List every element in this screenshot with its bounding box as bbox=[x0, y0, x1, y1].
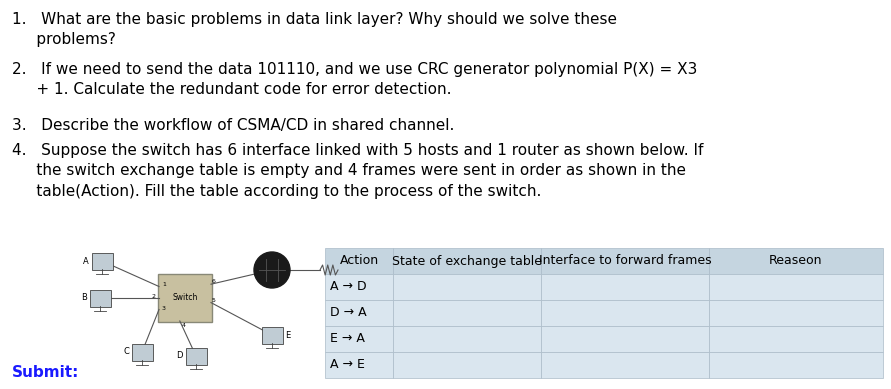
Text: C: C bbox=[123, 347, 129, 356]
Text: E: E bbox=[285, 331, 290, 340]
FancyBboxPatch shape bbox=[185, 347, 207, 364]
Text: 2.   If we need to send the data 101110, and we use CRC generator polynomial P(X: 2. If we need to send the data 101110, a… bbox=[12, 62, 698, 97]
Text: 2: 2 bbox=[151, 294, 155, 299]
Text: A → D: A → D bbox=[330, 280, 366, 293]
Bar bbox=[541, 352, 709, 378]
Bar bbox=[393, 274, 541, 300]
Bar bbox=[541, 248, 709, 274]
Text: B: B bbox=[81, 293, 87, 303]
Bar bbox=[541, 300, 709, 326]
Bar bbox=[709, 274, 883, 300]
Bar bbox=[709, 248, 883, 274]
Text: 6: 6 bbox=[212, 279, 216, 284]
Bar bbox=[541, 274, 709, 300]
Circle shape bbox=[254, 252, 290, 288]
Bar bbox=[325, 326, 393, 352]
FancyBboxPatch shape bbox=[89, 289, 110, 307]
Text: 4.   Suppose the switch has 6 interface linked with 5 hosts and 1 router as show: 4. Suppose the switch has 6 interface li… bbox=[12, 143, 703, 199]
FancyBboxPatch shape bbox=[261, 326, 282, 343]
Text: D: D bbox=[176, 352, 183, 361]
Bar bbox=[393, 352, 541, 378]
Text: Action: Action bbox=[339, 254, 379, 268]
FancyBboxPatch shape bbox=[158, 274, 212, 322]
Text: 1: 1 bbox=[162, 282, 166, 287]
Text: E → A: E → A bbox=[330, 333, 365, 345]
Text: 1.   What are the basic problems in data link layer? Why should we solve these
 : 1. What are the basic problems in data l… bbox=[12, 12, 617, 47]
Text: 4: 4 bbox=[182, 323, 186, 328]
Text: D → A: D → A bbox=[330, 307, 366, 319]
Bar bbox=[393, 300, 541, 326]
Bar bbox=[393, 248, 541, 274]
Bar bbox=[709, 300, 883, 326]
Text: Interface to forward frames: Interface to forward frames bbox=[539, 254, 711, 268]
Text: 5: 5 bbox=[212, 298, 216, 303]
Text: Reaseon: Reaseon bbox=[769, 254, 822, 268]
Bar bbox=[325, 248, 393, 274]
Text: Submit:: Submit: bbox=[12, 365, 79, 380]
FancyBboxPatch shape bbox=[92, 252, 112, 270]
Bar bbox=[325, 274, 393, 300]
Text: A → E: A → E bbox=[330, 359, 365, 371]
FancyBboxPatch shape bbox=[132, 343, 152, 361]
Bar bbox=[393, 326, 541, 352]
Text: A: A bbox=[83, 256, 89, 266]
Text: 3: 3 bbox=[162, 305, 166, 310]
Text: State of exchange table: State of exchange table bbox=[392, 254, 542, 268]
Bar bbox=[709, 326, 883, 352]
Text: Switch: Switch bbox=[172, 293, 198, 303]
Bar bbox=[325, 352, 393, 378]
Bar bbox=[325, 300, 393, 326]
Text: 3.   Describe the workflow of CSMA/CD in shared channel.: 3. Describe the workflow of CSMA/CD in s… bbox=[12, 118, 454, 133]
Bar bbox=[709, 352, 883, 378]
Bar bbox=[541, 326, 709, 352]
